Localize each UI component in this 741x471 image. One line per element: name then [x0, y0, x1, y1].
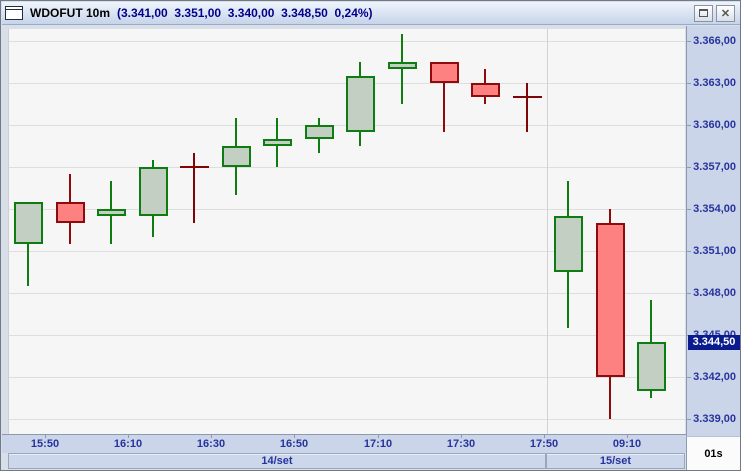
price-axis-tick	[687, 83, 691, 84]
window-title: WDOFUT 10m	[30, 6, 111, 20]
time-axis-tick	[378, 435, 379, 438]
candle-body	[596, 223, 625, 377]
candle-wick	[27, 202, 29, 286]
time-axis-label: 16:50	[279, 438, 309, 450]
time-axis-label: 15:50	[30, 438, 60, 450]
candle-body	[139, 167, 168, 216]
candle-body	[637, 342, 666, 391]
price-axis-label: 3.351,00	[693, 245, 736, 257]
candle-wick	[401, 34, 403, 104]
time-axis-label: 17:50	[529, 438, 559, 450]
restore-icon	[699, 9, 708, 17]
horizontal-gridline	[9, 209, 685, 210]
price-axis-label: 3.339,00	[693, 413, 736, 425]
time-axis-label: 17:10	[363, 438, 393, 450]
time-axis[interactable]: 15:50 16:10 16:30 16:50 17:10 17:30 17:50 09:10	[2, 434, 686, 453]
time-axis-tick	[544, 435, 545, 438]
candle-body	[222, 146, 251, 167]
price-axis-tick	[687, 167, 691, 168]
price-axis-tick	[687, 293, 691, 294]
horizontal-gridline	[9, 41, 685, 42]
session-separator-line	[547, 29, 548, 434]
time-axis-tick	[211, 435, 212, 438]
candle-body	[554, 216, 583, 272]
price-axis-label: 3.360,00	[693, 119, 736, 131]
time-axis-tick	[294, 435, 295, 438]
last-price-badge: 3.344,50	[688, 335, 740, 350]
price-axis-tick	[687, 209, 691, 210]
horizontal-gridline	[9, 293, 685, 294]
candle-body	[471, 83, 500, 97]
price-axis-tick	[687, 377, 691, 378]
horizontal-gridline	[9, 167, 685, 168]
candlestick-plot-area[interactable]	[8, 29, 685, 434]
horizontal-gridline	[9, 377, 685, 378]
close-button[interactable]: ✕	[716, 4, 735, 22]
titlebar[interactable]: WDOFUT 10m (3.341,00 3.351,00 3.340,00 3…	[2, 2, 740, 25]
time-axis-tick	[461, 435, 462, 438]
candle-body	[14, 202, 43, 244]
time-axis-label: 09:10	[612, 438, 642, 450]
title-ohlc-values: (3.341,00 3.351,00 3.340,00 3.348,50 0,2…	[117, 6, 373, 20]
candle-doji-body	[513, 96, 542, 98]
candle-wick	[193, 153, 195, 223]
candle-body	[430, 62, 459, 83]
candle-wick	[526, 83, 528, 132]
timeframe-label: 01s	[704, 447, 723, 460]
candle-body	[97, 209, 126, 216]
candle-wick	[443, 62, 445, 132]
date-segment: 15/set	[546, 453, 685, 469]
candle-body	[305, 125, 334, 139]
price-axis[interactable]: 3.366,00 3.363,00 3.360,00 3.357,00 3.354,00…	[686, 26, 740, 436]
price-axis-tick	[687, 251, 691, 252]
price-axis-label: 3.354,00	[693, 203, 736, 215]
time-axis-label: 16:10	[113, 438, 143, 450]
time-axis-tick	[128, 435, 129, 438]
restore-button[interactable]	[694, 4, 713, 22]
candle-body	[263, 139, 292, 146]
candle-body	[56, 202, 85, 223]
price-axis-tick	[687, 419, 691, 420]
corner-timeframe-box[interactable]: 01s	[686, 436, 740, 470]
close-icon: ✕	[720, 7, 731, 20]
window-icon	[5, 6, 23, 20]
time-axis-tick	[45, 435, 46, 438]
horizontal-gridline	[9, 251, 685, 252]
date-segment: 14/set	[8, 453, 546, 469]
price-axis-label: 3.363,00	[693, 77, 736, 89]
time-axis-label: 16:30	[196, 438, 226, 450]
price-axis-label: 3.357,00	[693, 161, 736, 173]
price-axis-label: 3.348,00	[693, 287, 736, 299]
horizontal-gridline	[9, 335, 685, 336]
candle-body	[388, 62, 417, 69]
candle-doji-body	[180, 166, 209, 168]
price-axis-label: 3.366,00	[693, 35, 736, 47]
price-axis-tick	[687, 125, 691, 126]
time-axis-label: 17:30	[446, 438, 476, 450]
price-axis-label: 3.342,00	[693, 371, 736, 383]
candle-body	[346, 76, 375, 132]
price-axis-tick	[687, 41, 691, 42]
window-controls: ✕	[694, 4, 737, 22]
time-axis-tick	[627, 435, 628, 438]
date-axis: 14/set 15/set	[2, 453, 686, 470]
horizontal-gridline	[9, 419, 685, 420]
